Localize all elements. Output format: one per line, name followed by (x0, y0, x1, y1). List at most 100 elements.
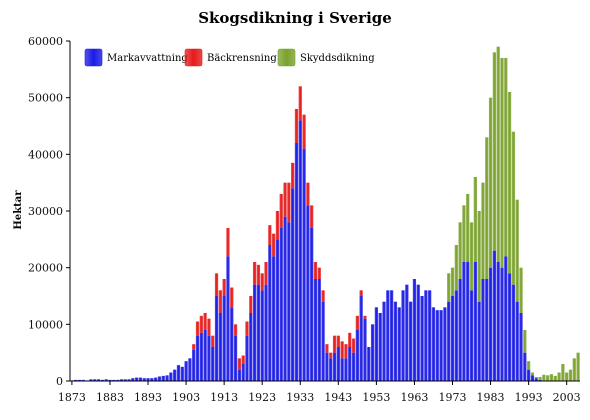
bar-markavvattning-1878 (89, 379, 93, 381)
bar-markavvattning-1952 (370, 324, 375, 381)
bar-b-ckrensning-1927 (275, 211, 280, 240)
bar-markavvattning-1931 (291, 188, 295, 381)
bar-b-ckrensning-1926 (271, 233, 276, 257)
bar-markavvattning-1973 (450, 296, 455, 381)
bar-markavvattning-1875 (77, 379, 82, 381)
bar-markavvattning-1955 (382, 301, 386, 381)
bar-markavvattning-1968 (431, 307, 436, 381)
bar-markavvattning-1909 (207, 335, 211, 381)
bar-markavvattning-1898 (165, 375, 169, 381)
bar-markavvattning-1876 (81, 379, 85, 381)
bar-markavvattning-1990 (515, 301, 519, 381)
bar-b-ckrensning-1930 (287, 182, 291, 223)
bar-b-ckrensning-1918 (241, 355, 245, 364)
bar-skyddsdikning-1985 (496, 46, 500, 262)
bar-markavvattning-1945 (344, 358, 348, 381)
bar-b-ckrensning-1944 (340, 341, 344, 359)
bar-markavvattning-1982 (485, 279, 489, 381)
bar-skyddsdikning-1984 (492, 52, 496, 251)
bar-skyddsdikning-1981 (481, 182, 485, 279)
bar-markavvattning-1918 (241, 364, 245, 381)
bar-markavvattning-1976 (462, 262, 466, 381)
legend-swatch-b-ckrensning (184, 48, 203, 67)
bar-markavvattning-1991 (519, 313, 523, 381)
bar-b-ckrensning-1932 (294, 109, 299, 143)
bar-b-ckrensning-1910 (211, 335, 215, 347)
x-tick-label-1983: 1983 (477, 391, 505, 404)
bar-markavvattning-1949 (359, 296, 363, 381)
bar-skyddsdikning-1993 (526, 361, 531, 370)
bar-markavvattning-1899 (169, 372, 173, 381)
bar-b-ckrensning-1949 (359, 290, 363, 296)
bar-b-ckrensning-1921 (252, 262, 257, 285)
bar-skyddsdikning-1977 (466, 194, 470, 262)
bar-markavvattning-1932 (294, 143, 299, 381)
bar-markavvattning-1921 (252, 284, 257, 381)
bar-markavvattning-1940 (325, 352, 329, 381)
bar-skyddsdikning-1998 (546, 375, 550, 381)
bar-markavvattning-1929 (283, 216, 287, 381)
x-tick-label-1973: 1973 (439, 391, 467, 404)
legend-label-b-ckrensning: Bäckrensning (207, 53, 277, 64)
bar-markavvattning-1912 (218, 313, 222, 381)
bar-markavvattning-1957 (389, 290, 394, 381)
bar-markavvattning-1915 (230, 307, 234, 381)
bar-b-ckrensning-1934 (302, 114, 306, 149)
bar-markavvattning-1988 (507, 273, 512, 381)
bar-b-ckrensning-1933 (298, 86, 302, 121)
bar-markavvattning-1939 (321, 301, 325, 381)
bar-markavvattning-1906 (195, 335, 200, 381)
bar-skyddsdikning-1991 (519, 267, 523, 313)
bar-markavvattning-1889 (131, 378, 135, 381)
x-tick-label-1943: 1943 (324, 391, 352, 404)
bar-markavvattning-1950 (363, 318, 367, 381)
bar-skyddsdikning-1979 (473, 177, 477, 262)
y-tick-label-50000: 50000 (28, 92, 63, 105)
bar-skyddsdikning-1983 (488, 97, 493, 268)
bar-markavvattning-1959 (397, 307, 401, 381)
bar-b-ckrensning-1939 (321, 290, 325, 302)
y-tick-label-30000: 30000 (28, 205, 63, 218)
y-axis-label: Hektar (13, 190, 24, 230)
legend: Markavvattning Bäckrensning Skyddsdikning (84, 48, 375, 67)
bar-markavvattning-1946 (348, 347, 352, 381)
bar-skyddsdikning-1988 (507, 92, 512, 274)
bar-markavvattning-1911 (214, 296, 219, 381)
bar-markavvattning-1905 (192, 349, 196, 381)
bar-b-ckrensning-1945 (344, 344, 348, 359)
bar-markavvattning-1977 (466, 262, 470, 381)
bar-markavvattning-1893 (146, 378, 150, 381)
bar-markavvattning-1989 (511, 284, 516, 381)
bar-b-ckrensning-1946 (348, 332, 352, 347)
bar-markavvattning-1983 (488, 267, 493, 381)
bar-markavvattning-1888 (127, 379, 131, 381)
bar-markavvattning-1969 (435, 310, 439, 381)
bar-markavvattning-1930 (287, 222, 291, 381)
bar-markavvattning-1995 (534, 378, 538, 381)
y-tick-label-10000: 10000 (28, 318, 63, 331)
bar-markavvattning-1883 (108, 379, 112, 381)
bar-b-ckrensning-1924 (264, 262, 268, 285)
bar-markavvattning-1936 (310, 228, 314, 381)
x-tick-label-1923: 1923 (248, 391, 276, 404)
bar-markavvattning-1935 (306, 205, 310, 381)
bar-b-ckrensning-1942 (332, 335, 337, 353)
x-tick-label-1893: 1893 (134, 391, 162, 404)
bar-b-ckrensning-1916 (233, 324, 238, 336)
bar-b-ckrensning-1923 (260, 273, 264, 291)
bar-b-ckrensning-1911 (214, 273, 219, 296)
bar-skyddsdikning-1987 (504, 58, 508, 257)
bar-b-ckrensning-1935 (306, 182, 310, 206)
bar-markavvattning-1894 (150, 378, 154, 381)
bar-b-ckrensning-1925 (268, 225, 272, 245)
bar-skyddsdikning-1989 (511, 131, 516, 285)
bar-markavvattning-1902 (180, 366, 184, 381)
bar-skyddsdikning-1992 (523, 330, 527, 353)
bar-b-ckrensning-1917 (237, 358, 241, 370)
bar-markavvattning-1925 (268, 245, 272, 381)
bar-skyddsdikning-1994 (530, 372, 535, 376)
bar-markavvattning-1895 (154, 377, 158, 381)
bar-b-ckrensning-1906 (195, 321, 200, 336)
bar-markavvattning-1953 (374, 307, 379, 381)
